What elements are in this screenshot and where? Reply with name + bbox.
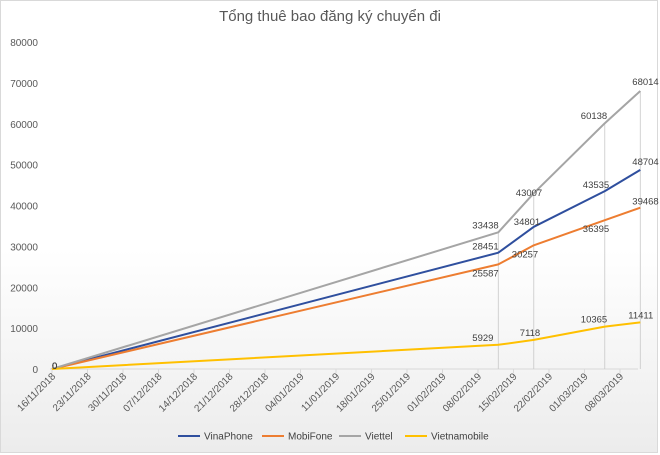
data-label: 39468 bbox=[632, 197, 658, 208]
chart-title: Tổng thuê bao đăng ký chuyển đi bbox=[219, 8, 441, 25]
y-tick-label: 30000 bbox=[10, 242, 38, 253]
y-tick-label: 60000 bbox=[10, 120, 38, 131]
data-label: 43535 bbox=[583, 180, 609, 191]
data-label: 25587 bbox=[472, 268, 498, 279]
legend-entry: Vietnamobile bbox=[431, 432, 489, 443]
data-label: 11411 bbox=[628, 310, 653, 321]
legend-entry: VinaPhone bbox=[204, 432, 253, 443]
data-label: 68014 bbox=[632, 77, 658, 88]
series-line-vietnamobile bbox=[51, 321, 641, 370]
y-tick-label: 0 bbox=[32, 365, 38, 376]
data-label: 43007 bbox=[516, 188, 542, 199]
data-label: 0 bbox=[52, 361, 57, 372]
legend-entry: MobiFone bbox=[288, 432, 333, 443]
y-tick-label: 80000 bbox=[10, 38, 38, 49]
data-label: 10365 bbox=[581, 315, 607, 326]
y-tick-label: 70000 bbox=[10, 79, 38, 90]
data-label: 5929 bbox=[472, 333, 493, 344]
y-tick-label: 10000 bbox=[10, 324, 38, 335]
data-label: 34801 bbox=[514, 217, 540, 228]
y-tick-label: 50000 bbox=[10, 161, 38, 172]
data-label: 33438 bbox=[472, 220, 498, 231]
data-label: 0 bbox=[52, 361, 57, 372]
data-label: 28451 bbox=[472, 242, 498, 253]
y-tick-label: 40000 bbox=[10, 202, 38, 213]
data-label: 7118 bbox=[520, 328, 540, 339]
data-label: 0 bbox=[52, 361, 57, 372]
y-tick-label: 20000 bbox=[10, 283, 38, 294]
data-label: 30257 bbox=[512, 249, 538, 260]
series-line-viettel bbox=[51, 90, 641, 370]
data-label: 36395 bbox=[583, 224, 609, 235]
data-label: 48704 bbox=[632, 157, 658, 168]
series-line-mobifone bbox=[51, 206, 641, 370]
series-line-vinaphone bbox=[51, 169, 641, 370]
x-tick-label: 08/03/2019 bbox=[583, 371, 626, 414]
data-label: 60138 bbox=[581, 111, 607, 122]
data-label: 0 bbox=[52, 361, 57, 372]
legend-entry: Viettel bbox=[365, 432, 393, 443]
